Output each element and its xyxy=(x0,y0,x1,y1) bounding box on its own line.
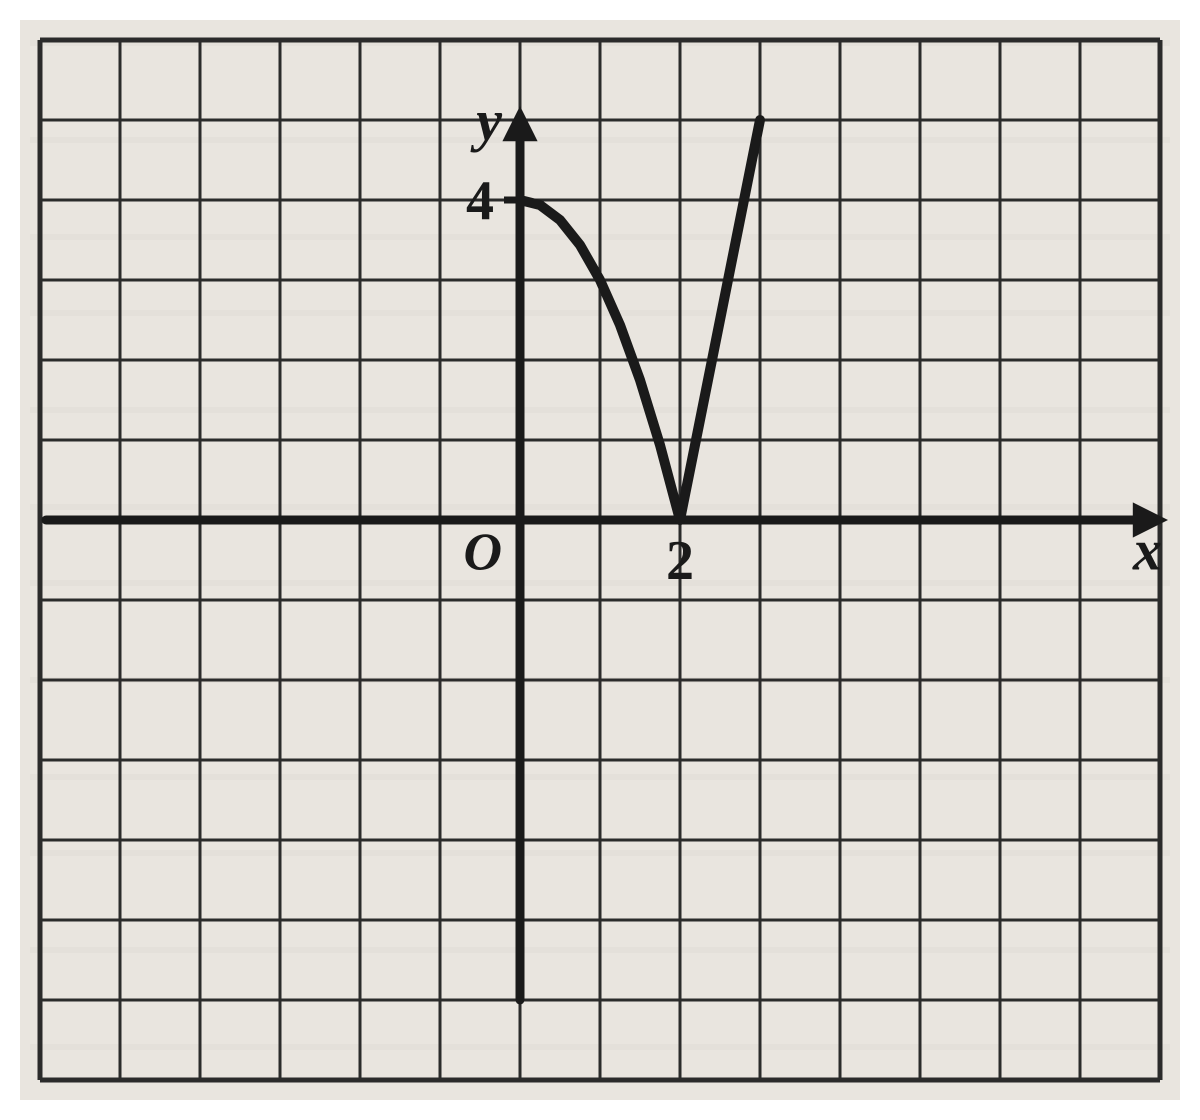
x-axis-label: x xyxy=(1132,517,1162,582)
graph-svg: 42yxO xyxy=(20,20,1180,1100)
graph-container: 42yxO xyxy=(20,20,1180,1100)
xtick-label: 2 xyxy=(666,530,694,592)
ytick-label: 4 xyxy=(466,171,494,233)
origin-label: O xyxy=(463,521,502,581)
